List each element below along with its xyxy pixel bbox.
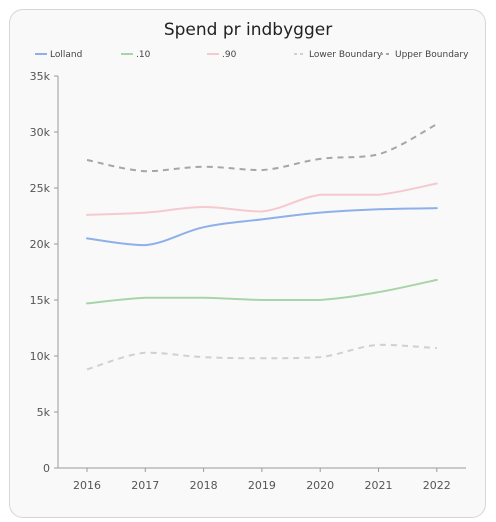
y-tick-label: 15k — [30, 294, 51, 307]
y-tick-label: 10k — [30, 350, 51, 363]
series-line-90 — [86, 182, 438, 216]
series-line-lolland — [86, 207, 438, 247]
x-tick-label: 2022 — [423, 479, 451, 492]
legend-label: .10 — [136, 50, 151, 60]
y-tick-label: 20k — [30, 238, 51, 251]
y-tick-label: 0 — [43, 462, 50, 475]
series-lines — [86, 123, 438, 371]
y-tick-label: 30k — [30, 126, 51, 139]
x-tick-label: 2018 — [190, 479, 218, 492]
x-tick-label: 2020 — [306, 479, 334, 492]
legend-label: Lower Boundary — [309, 50, 383, 60]
chart-title: Spend pr indbygger — [163, 20, 333, 40]
x-tick-label: 2021 — [365, 479, 393, 492]
axes: 0 5k 10k 15k 20k 25k 30k 35k 2016 2017 2018 2019 202… — [30, 70, 466, 492]
y-tick-label: 5k — [37, 406, 51, 419]
series-line-lower-boundary — [86, 343, 437, 371]
x-tick-label: 2017 — [131, 479, 159, 492]
x-tick-label: 2016 — [73, 479, 101, 492]
x-tick-label: 2019 — [248, 479, 276, 492]
series-line-10 — [86, 278, 438, 305]
legend-label: Lolland — [50, 50, 82, 60]
y-tick-label: 35k — [30, 70, 51, 83]
legend: Lolland .10 .90 Lower Boundary Upper Boundar… — [35, 50, 469, 60]
series-line-upper-boundary — [86, 123, 438, 173]
legend-label: Upper Boundary — [395, 50, 469, 60]
legend-label: .90 — [222, 50, 237, 60]
chart-card — [9, 9, 486, 518]
y-tick-label: 25k — [30, 182, 51, 195]
